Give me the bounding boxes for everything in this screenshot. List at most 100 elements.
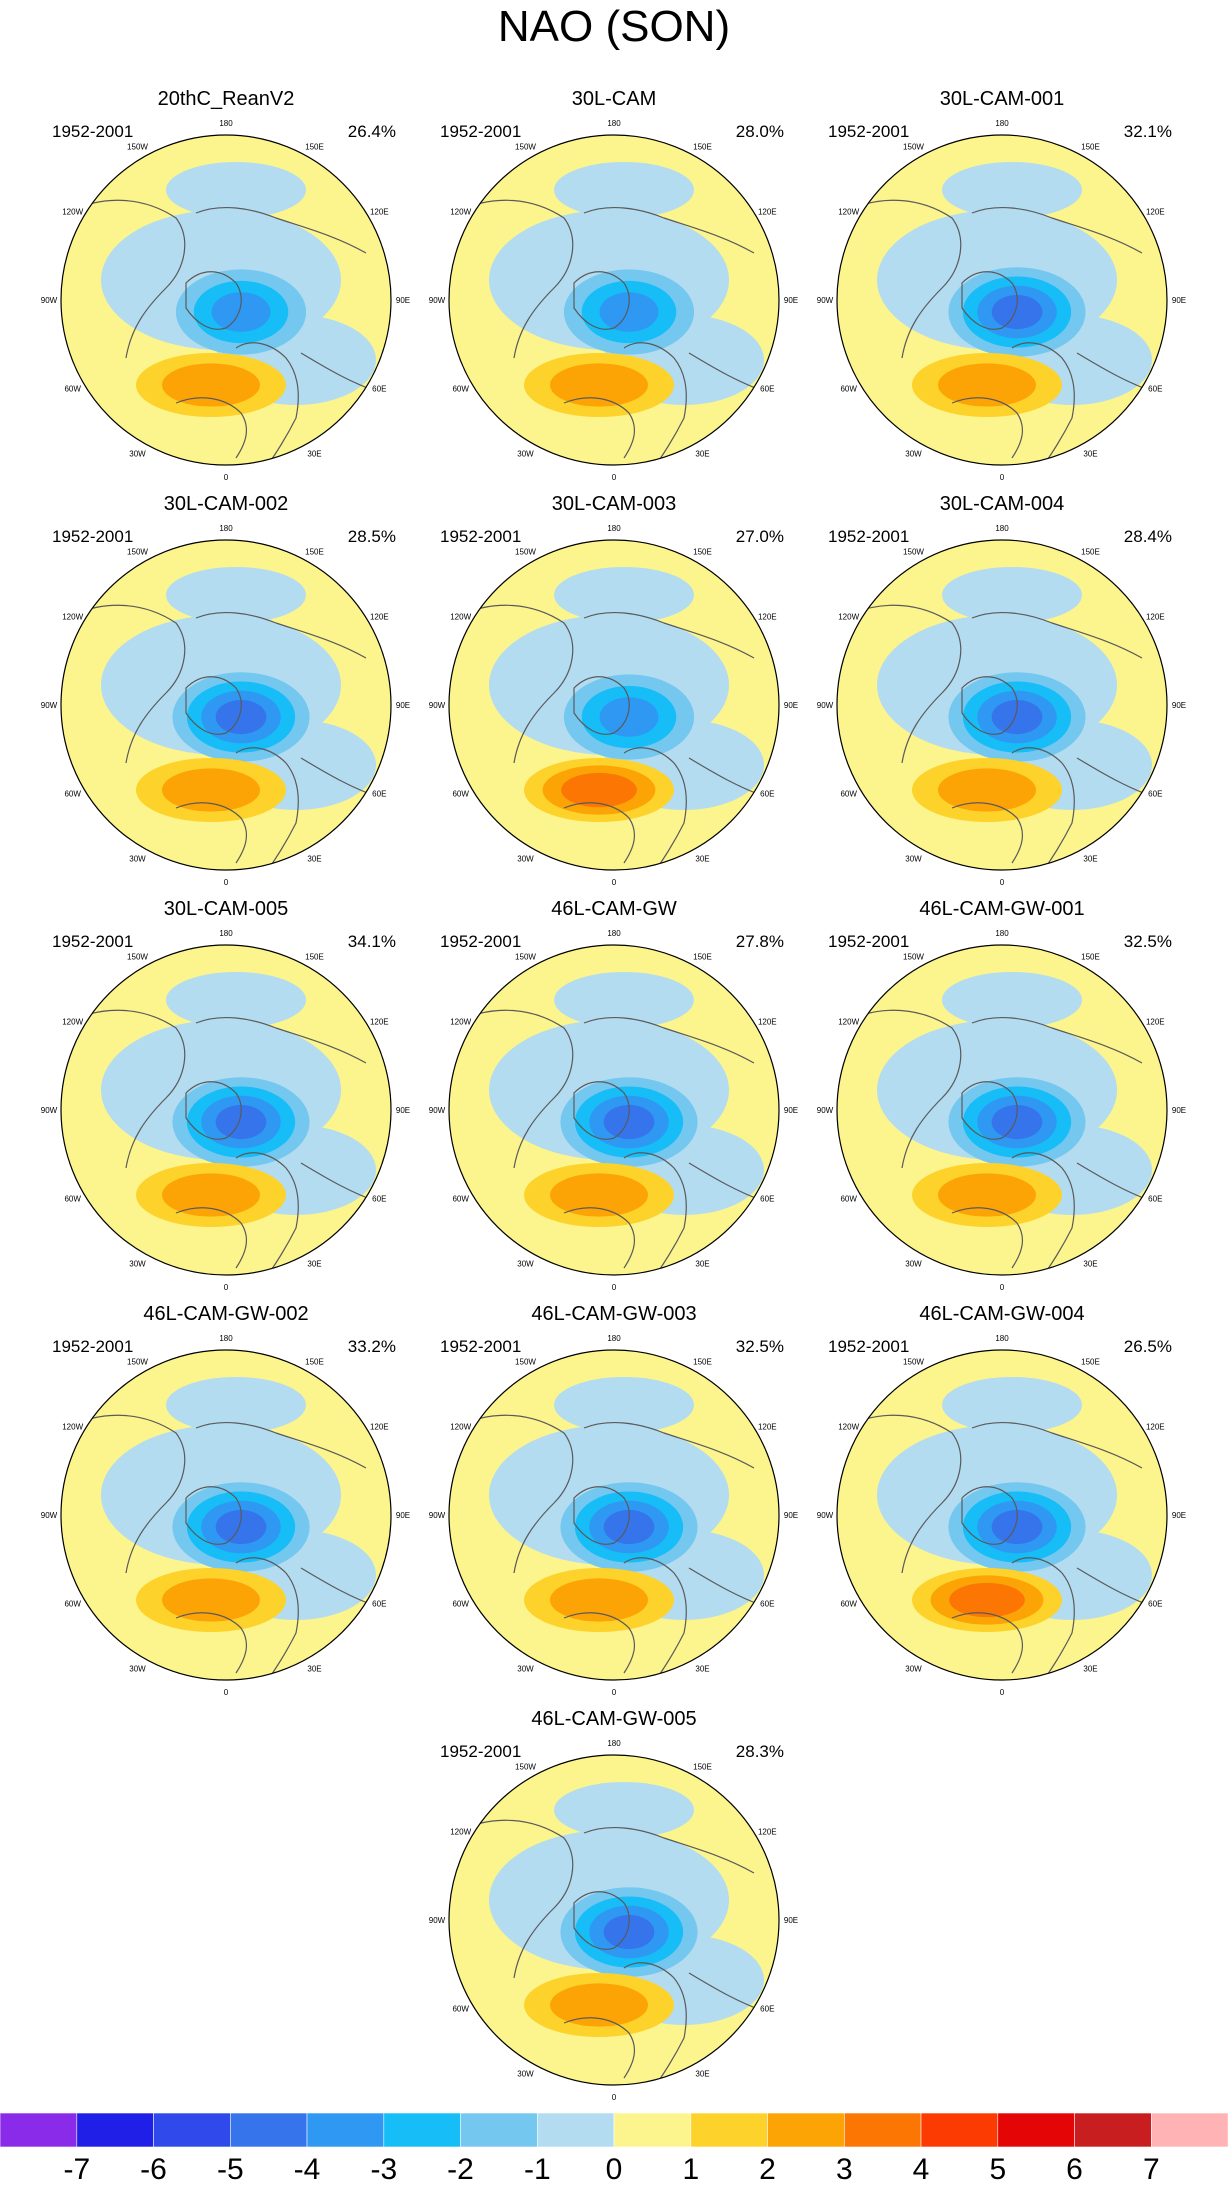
longitude-label: 0 [224, 473, 229, 482]
anomaly-region [942, 162, 1082, 218]
coastline [573, 1891, 630, 1950]
colorbar-swatch [536, 2113, 615, 2148]
polar-map: 180 150E 120E 90E 60E 30E 0 30W 60W 90W 120W 150W [41, 929, 410, 1292]
anomaly-region [166, 162, 306, 218]
longitude-label: 150E [693, 953, 712, 962]
longitude-label: 120E [758, 613, 777, 622]
coastline [563, 802, 636, 864]
coastline [195, 1016, 367, 1064]
longitude-label: 30W [905, 449, 922, 458]
polar-map: 180 150E 120E 90E 60E 30E 0 30W 60W 90W 120W 150W [817, 524, 1186, 887]
longitude-label: 60W [840, 790, 857, 799]
anomaly-contour [991, 294, 1043, 330]
panel-years: 1952-2001 [828, 1337, 910, 1356]
polar-map: 180 150E 120E 90E 60E 30E 0 30W 60W 90W 120W 150W [41, 1334, 410, 1697]
longitude-label: 180 [607, 929, 621, 938]
longitude-label: 0 [1000, 1688, 1005, 1697]
colorbar-tick-label: -5 [217, 2153, 244, 2186]
longitude-label: 120W [450, 208, 471, 217]
colorbar-swatch [230, 2113, 308, 2148]
coastline [1011, 1557, 1075, 1680]
longitude-label: 60W [64, 1600, 81, 1609]
coastline [1011, 1152, 1075, 1275]
panel-variance-percent: 27.0% [735, 527, 784, 546]
panel-variance-percent: 28.4% [1123, 527, 1172, 546]
coastlines [841, 1009, 1158, 1275]
longitude-label: 150E [693, 143, 712, 152]
longitude-label: 150W [515, 1358, 536, 1367]
coastline [195, 1421, 367, 1469]
anomaly-contour [550, 1173, 648, 1217]
coastline [175, 802, 248, 864]
longitude-label: 150W [903, 953, 924, 962]
coastline [841, 1009, 962, 1169]
longitude-label: 180 [607, 1739, 621, 1748]
longitude-label: 30W [517, 1259, 534, 1268]
coastline [175, 397, 248, 459]
longitude-label: 180 [219, 929, 233, 938]
longitude-label: 0 [612, 1283, 617, 1292]
longitude-label: 90E [784, 1511, 798, 1520]
panel-title: 30L-CAM-005 [163, 898, 289, 920]
longitude-label: 60E [760, 385, 774, 394]
longitude-label: 60W [452, 1600, 469, 1609]
longitude-label: 120W [838, 208, 859, 217]
anomaly-contour [603, 1509, 655, 1545]
polar-map: 180 150E 120E 90E 60E 30E 0 30W 60W 90W 120W 150W [429, 119, 798, 482]
coastline [583, 1421, 755, 1469]
longitude-label: 60E [760, 1600, 774, 1609]
longitude-label: 60E [1148, 385, 1162, 394]
longitude-label: 90W [41, 1511, 58, 1520]
panel: 46L-CAM-GW-003 1952-2001 32.5% 180 150E 12… [424, 1303, 804, 1698]
anomaly-layer [453, 162, 770, 465]
longitude-label: 150E [305, 143, 324, 152]
longitude-label: 60E [760, 1195, 774, 1204]
anomaly-contour [991, 1104, 1043, 1140]
longitude-label: 60E [372, 1195, 386, 1204]
longitude-label: 60W [840, 385, 857, 394]
coastline [951, 1612, 1024, 1674]
coastlines [65, 199, 382, 465]
longitude-label: 150W [127, 1358, 148, 1367]
coastlines [841, 1414, 1158, 1680]
colorbar-swatch [1151, 2113, 1228, 2148]
longitude-label: 90E [396, 701, 410, 710]
longitude-label: 30E [1083, 1259, 1097, 1268]
anomaly-contour [938, 768, 1036, 812]
anomaly-region [554, 1782, 694, 1838]
longitude-label: 0 [1000, 1283, 1005, 1292]
longitude-label: 90W [429, 296, 446, 305]
coastline [235, 747, 299, 870]
longitude-label: 120E [758, 1828, 777, 1837]
anomaly-contour [162, 363, 260, 407]
longitude-label: 90W [817, 1106, 834, 1115]
colorbar-tick-label: 1 [682, 2153, 699, 2186]
longitude-label: 30W [905, 854, 922, 863]
panel-variance-percent: 32.5% [1123, 932, 1172, 951]
coastline [185, 1486, 242, 1545]
panel-years: 1952-2001 [828, 527, 910, 546]
longitude-label: 60E [1148, 1600, 1162, 1609]
longitude-label: 90W [817, 1511, 834, 1520]
coastline [841, 604, 962, 764]
polar-map: 180 150E 120E 90E 60E 30E 0 30W 60W 90W 120W 150W [817, 1334, 1186, 1697]
anomaly-contour [561, 772, 637, 808]
coastline [185, 1081, 242, 1140]
anomaly-region [554, 162, 694, 218]
coastline [623, 747, 687, 870]
coastline [235, 1152, 299, 1275]
longitude-label: 180 [219, 1334, 233, 1343]
anomaly-contour [550, 1578, 648, 1622]
coastline [65, 604, 186, 764]
anomaly-contour [938, 1173, 1036, 1217]
longitude-label: 90W [429, 1916, 446, 1925]
panel-years: 1952-2001 [440, 1337, 522, 1356]
longitude-label: 150E [1081, 953, 1100, 962]
longitude-label: 60E [760, 790, 774, 799]
longitude-label: 150W [903, 143, 924, 152]
coastline [573, 271, 630, 330]
panel: 46L-CAM-GW-002 1952-2001 33.2% 180 150E 12… [36, 1303, 416, 1698]
longitude-label: 120W [450, 1018, 471, 1027]
longitude-label: 120W [450, 1828, 471, 1837]
longitude-label: 120W [450, 1423, 471, 1432]
